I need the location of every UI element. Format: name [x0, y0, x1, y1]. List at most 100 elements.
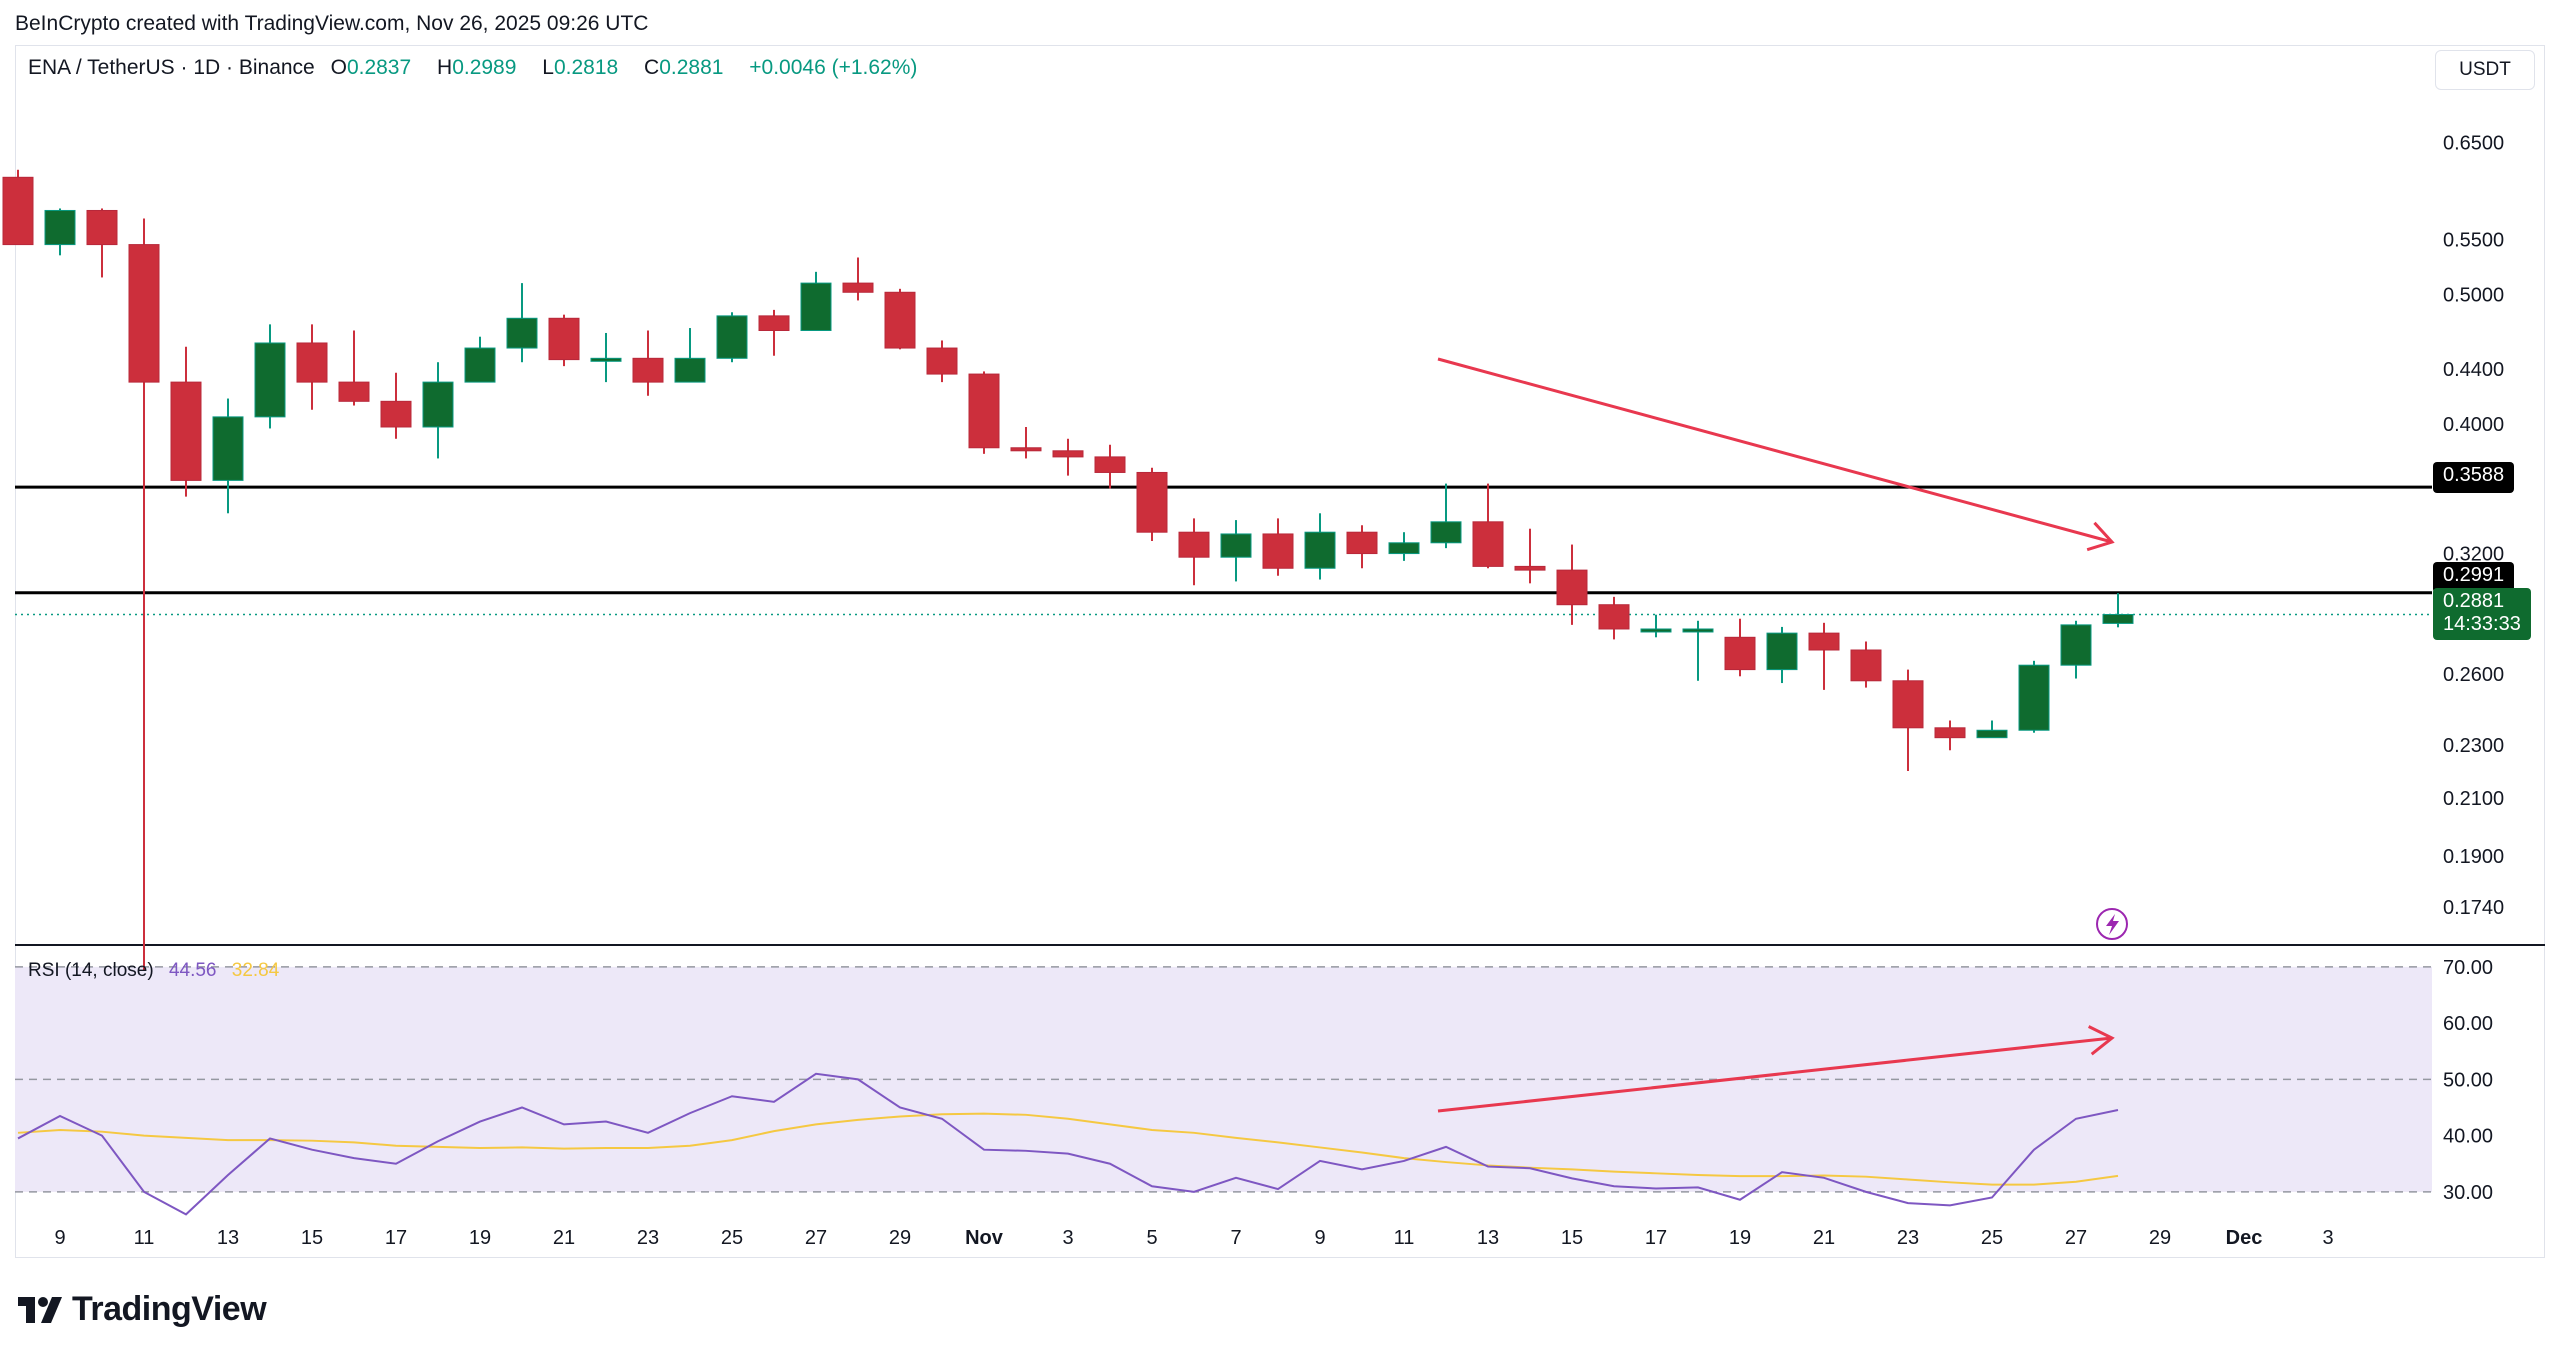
candle-Oct-18	[422, 362, 454, 459]
rsi-axis-tick-50.00: 50.00	[2443, 1069, 2493, 1091]
candle-Oct-11	[128, 218, 160, 971]
candle-body	[800, 282, 832, 331]
candle-Nov-10	[1388, 532, 1420, 561]
candle-body	[464, 347, 496, 383]
rsi-title[interactable]: RSI (14, close)	[28, 960, 154, 981]
price-axis-tick-0.2600: 0.2600	[2443, 664, 2504, 686]
rsi-ma-value: 32.84	[231, 960, 280, 981]
candle-Nov-12	[1472, 483, 1504, 569]
event-marker-icon	[2096, 908, 2128, 940]
candle-body	[506, 317, 538, 349]
date-axis-tick-5: 5	[1146, 1227, 1157, 1249]
date-axis-tick-25: 25	[1981, 1227, 2003, 1249]
price-axis-tick-0.1900: 0.1900	[2443, 846, 2504, 868]
date-axis-tick-17: 17	[385, 1227, 407, 1249]
candle-body	[1346, 531, 1378, 555]
candle-body	[2060, 624, 2092, 666]
rsi-legend: RSI (14, close) 44.56 32.84	[28, 960, 289, 982]
date-axis-tick-15: 15	[301, 1227, 323, 1249]
candle-Nov-2	[1052, 438, 1084, 476]
rsi-axis-tick-60.00: 60.00	[2443, 1013, 2493, 1035]
date-axis-tick-13: 13	[1477, 1227, 1499, 1249]
candle-Oct-9	[44, 208, 76, 256]
candle-Nov-18	[1724, 618, 1756, 677]
candle-body	[968, 373, 1000, 449]
price-axis-tick-0.5000: 0.5000	[2443, 285, 2504, 307]
date-axis-tick-3: 3	[2322, 1227, 2333, 1249]
date-axis-tick-Nov: Nov	[965, 1227, 1004, 1249]
candle-Oct-8	[2, 169, 34, 246]
candle-body	[212, 416, 244, 481]
date-axis-tick-11: 11	[1394, 1227, 1415, 1249]
chart-frame	[15, 45, 2545, 1258]
candle-Nov-20	[1808, 622, 1840, 690]
rsi-value: 44.56	[168, 960, 217, 981]
candle-Nov-23	[1934, 720, 1966, 751]
candle-body	[926, 347, 958, 375]
candle-Oct-24	[674, 328, 706, 383]
candle-Nov-19	[1766, 626, 1798, 684]
candle-body	[1010, 447, 1042, 452]
candle-Oct-25	[716, 312, 748, 363]
candle-body	[1262, 533, 1294, 569]
candle-Nov-1	[1010, 426, 1042, 459]
rsi-higher-lows-arrow	[1437, 1025, 2115, 1113]
date-axis-tick-3: 3	[1062, 1227, 1073, 1249]
low-label: L	[542, 56, 554, 79]
candle-body	[716, 315, 748, 359]
candle-Nov-14	[1556, 544, 1588, 625]
candle-Oct-16	[338, 330, 370, 406]
candle-body	[1598, 604, 1630, 630]
candle-body	[1682, 628, 1714, 633]
price-axis-tick-0.6500: 0.6500	[2443, 132, 2504, 154]
open-value: 0.2837	[346, 56, 412, 79]
candle-Nov-15	[1598, 596, 1630, 640]
rsi-axis-tick-70.00: 70.00	[2443, 957, 2493, 979]
candle-body	[548, 317, 580, 361]
last-price-tag: 0.2881 14:33:33	[2433, 588, 2531, 640]
candle-Oct-31	[968, 371, 1000, 454]
candle-Nov-6	[1220, 520, 1252, 582]
candle-body	[1094, 456, 1126, 473]
brand-name: TradingView	[72, 1290, 267, 1328]
price-axis-tick-0.4000: 0.4000	[2443, 414, 2504, 436]
rsi-higher-lows-arrow-head	[2088, 1025, 2115, 1056]
candle-Oct-20	[506, 283, 538, 363]
candle-Nov-4	[1136, 467, 1168, 542]
event-marker-bolt	[2106, 914, 2119, 935]
candle-body	[338, 381, 370, 402]
date-axis-tick-21: 21	[553, 1227, 575, 1249]
candle-Oct-23	[632, 330, 664, 396]
candle-body	[632, 357, 664, 383]
candle-Nov-17	[1682, 620, 1714, 681]
candle-body	[1388, 542, 1420, 555]
low-value: 0.2818	[553, 56, 619, 79]
candle-body	[1850, 649, 1882, 682]
candle-body	[380, 400, 412, 428]
currency-button[interactable]: USDT	[2435, 50, 2535, 90]
candle-Nov-9	[1346, 525, 1378, 569]
candle-body	[254, 342, 286, 418]
candle-body	[1892, 680, 1924, 729]
candle-Nov-13	[1514, 528, 1546, 584]
candle-body	[674, 357, 706, 383]
close-label: C	[644, 56, 660, 79]
candle-body	[1304, 531, 1336, 569]
symbol-header: ENA / TetherUS · 1D · Binance O0.2837 H0…	[28, 56, 927, 80]
high-value: 0.2989	[452, 56, 517, 79]
candle-Oct-22	[590, 332, 622, 383]
candle-Oct-13	[212, 398, 244, 514]
date-axis-tick-29: 29	[2149, 1227, 2171, 1249]
rsi-line	[17, 1072, 2119, 1216]
price-axis-tick-0.5500: 0.5500	[2443, 229, 2504, 251]
candle-Nov-7	[1262, 518, 1294, 576]
candle-body	[86, 209, 118, 246]
symbol-title[interactable]: ENA / TetherUS · 1D · Binance	[28, 56, 315, 79]
candle-body	[422, 381, 454, 428]
candle-body	[842, 282, 874, 293]
price-axis-tick-0.4400: 0.4400	[2443, 359, 2504, 381]
candle-body	[170, 381, 202, 481]
tradingview-logo[interactable]: TradingView	[18, 1290, 267, 1329]
candle-body	[1724, 636, 1756, 671]
